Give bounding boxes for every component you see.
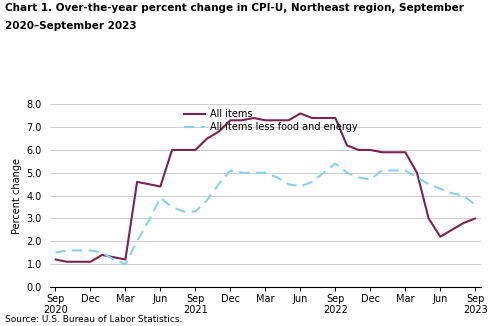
Y-axis label: Percent change: Percent change <box>12 157 22 234</box>
Text: 2020–September 2023: 2020–September 2023 <box>5 21 136 31</box>
Text: Chart 1. Over-the-year percent change in CPI-U, Northeast region, September: Chart 1. Over-the-year percent change in… <box>5 3 464 13</box>
Legend: All items, All items less food and energy: All items, All items less food and energ… <box>184 109 358 132</box>
Text: Source: U.S. Bureau of Labor Statistics.: Source: U.S. Bureau of Labor Statistics. <box>5 315 183 324</box>
